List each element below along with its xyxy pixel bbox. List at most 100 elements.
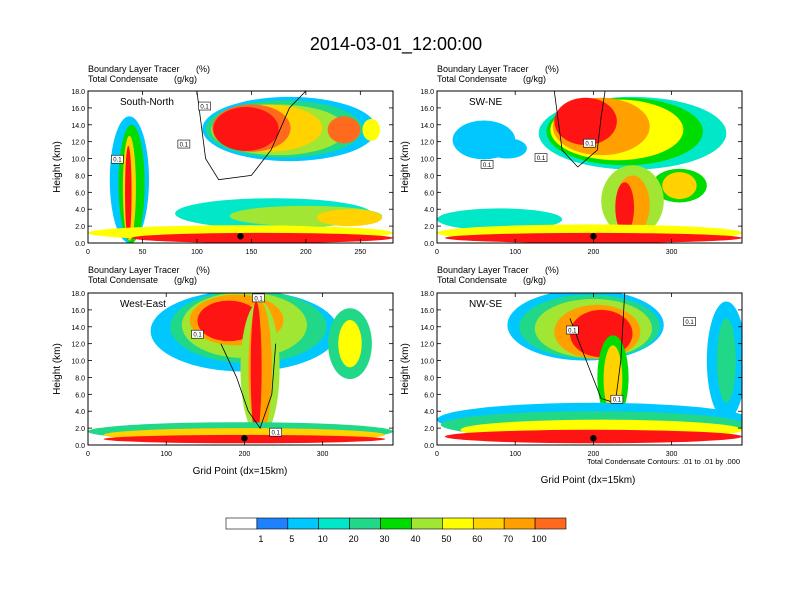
location-marker <box>590 233 597 240</box>
contour-label-box <box>583 138 596 148</box>
y-tick-label: 18.0 <box>71 291 85 298</box>
left-string-1: Boundary Layer Tracer <box>437 265 529 275</box>
colorbar-swatch <box>318 517 350 530</box>
tracer-shading <box>131 232 393 243</box>
tracer-shading <box>615 182 635 233</box>
contour-label-box <box>111 154 124 164</box>
y-axis-label: Height (km) <box>52 343 63 395</box>
y-tick-label: 14.0 <box>420 123 434 130</box>
y-tick-label: 2.0 <box>424 224 434 231</box>
y-tick-label: 0.0 <box>75 241 85 248</box>
y-tick-label: 6.0 <box>75 392 85 399</box>
x-tick-label: 200 <box>239 451 251 458</box>
x-axis-label: Grid Point (dx=15km) <box>541 475 636 486</box>
y-tick-label: 2.0 <box>424 426 434 433</box>
y-tick-label: 6.0 <box>424 392 434 399</box>
figure-note: Total Condensate Contours: .01 to .01 by… <box>587 457 740 466</box>
colorbar-label: 40 <box>410 534 420 544</box>
x-tick-label: 200 <box>588 451 600 458</box>
y-tick-label: 18.0 <box>420 291 434 298</box>
x-tick-label: 100 <box>160 451 172 458</box>
location-marker <box>590 435 597 442</box>
contour-label-box <box>191 329 204 339</box>
contour-label-box <box>610 394 624 404</box>
y-tick-label: 0.0 <box>424 241 434 248</box>
x-tick-label: 200 <box>588 249 600 256</box>
colorbar-label: 70 <box>503 534 513 544</box>
contour-label: 0.1 <box>113 158 122 164</box>
tracer-shading <box>554 97 617 146</box>
location-marker <box>237 233 244 240</box>
condensate-contour <box>196 91 307 181</box>
panel-west-east: Boundary Layer Tracer (%) Total Condensa… <box>52 265 394 477</box>
x-tick-label: 300 <box>317 451 329 458</box>
y-tick-label: 14.0 <box>71 123 85 130</box>
colorbar-swatch <box>503 517 536 530</box>
colorbar-swatch <box>349 517 381 530</box>
units-1: (%) <box>545 64 559 74</box>
y-tick-label: 18.0 <box>420 89 434 96</box>
y-tick-label: 2.0 <box>75 224 85 231</box>
units-2: (g/kg) <box>174 74 197 84</box>
colorbar-swatch <box>534 517 567 530</box>
units-2: (g/kg) <box>523 275 546 285</box>
contour-label-box <box>198 101 211 111</box>
colorbar-label: 30 <box>380 534 390 544</box>
units-1: (%) <box>196 265 210 275</box>
tracer-shading <box>250 301 262 437</box>
plot-frame <box>87 292 394 446</box>
x-tick-label: 100 <box>509 249 521 256</box>
contour-label: 0.1 <box>585 142 594 148</box>
y-tick-label: 16.0 <box>71 106 85 113</box>
left-string-2: Total Condensate <box>88 74 158 84</box>
y-tick-label: 6.0 <box>424 190 434 197</box>
contour-label: 0.1 <box>483 163 492 169</box>
left-string-1: Boundary Layer Tracer <box>88 265 180 275</box>
left-string-1: Boundary Layer Tracer <box>88 64 180 74</box>
y-tick-label: 4.0 <box>424 409 434 416</box>
x-tick-label: 100 <box>191 249 203 256</box>
y-tick-label: 10.0 <box>71 359 85 366</box>
contour-label: 0.1 <box>254 296 263 302</box>
tracer-shading <box>213 107 279 151</box>
left-string-2: Total Condensate <box>437 74 507 84</box>
colorbar-label: 60 <box>472 534 482 544</box>
panel-label: West-East <box>120 299 166 310</box>
y-tick-label: 2.0 <box>75 426 85 433</box>
y-tick-label: 12.0 <box>420 342 434 349</box>
panel-label: NW-SE <box>469 299 502 310</box>
x-tick-label: 200 <box>300 249 312 256</box>
tracer-shading <box>437 208 563 231</box>
y-tick-label: 12.0 <box>71 342 85 349</box>
y-tick-label: 18.0 <box>71 89 85 96</box>
left-string-1: Boundary Layer Tracer <box>437 64 529 74</box>
panel-sw-ne: Boundary Layer Tracer (%) Total Condensa… <box>400 64 743 256</box>
contour-label-box <box>683 317 696 326</box>
plot-area: 0.1 0.1 0.1 West-East 0.0 2.0 4.0 6.0 8.0 10.0 12.… <box>71 291 394 458</box>
plot-frame <box>436 90 743 244</box>
x-tick-label: 0 <box>435 249 439 256</box>
y-tick-label: 8.0 <box>424 375 434 382</box>
contour-label: 0.1 <box>272 431 281 437</box>
contour-label: 0.1 <box>685 320 694 326</box>
tracer-shading <box>316 209 383 227</box>
y-tick-label: 0.0 <box>424 443 434 450</box>
y-axis-label: Height (km) <box>400 141 411 193</box>
condensate-contour <box>220 343 277 429</box>
tracer-shading <box>362 118 380 141</box>
colorbar-label: 1 <box>258 534 263 544</box>
y-tick-label: 4.0 <box>75 207 85 214</box>
contour-label: 0.1 <box>537 156 546 162</box>
y-tick-label: 10.0 <box>71 157 85 164</box>
contour-label: 0.1 <box>200 105 209 111</box>
panel-label: SW-NE <box>469 97 502 108</box>
colorbar-label: 5 <box>289 534 294 544</box>
contour-label: 0.1 <box>613 398 622 404</box>
x-tick-label: 0 <box>86 451 90 458</box>
y-tick-label: 14.0 <box>71 325 85 332</box>
x-tick-label: 0 <box>435 451 439 458</box>
x-tick-label: 0 <box>86 249 90 256</box>
colorbar-label: 20 <box>349 534 359 544</box>
y-axis-label: Height (km) <box>400 343 411 395</box>
x-tick-label: 300 <box>666 451 678 458</box>
